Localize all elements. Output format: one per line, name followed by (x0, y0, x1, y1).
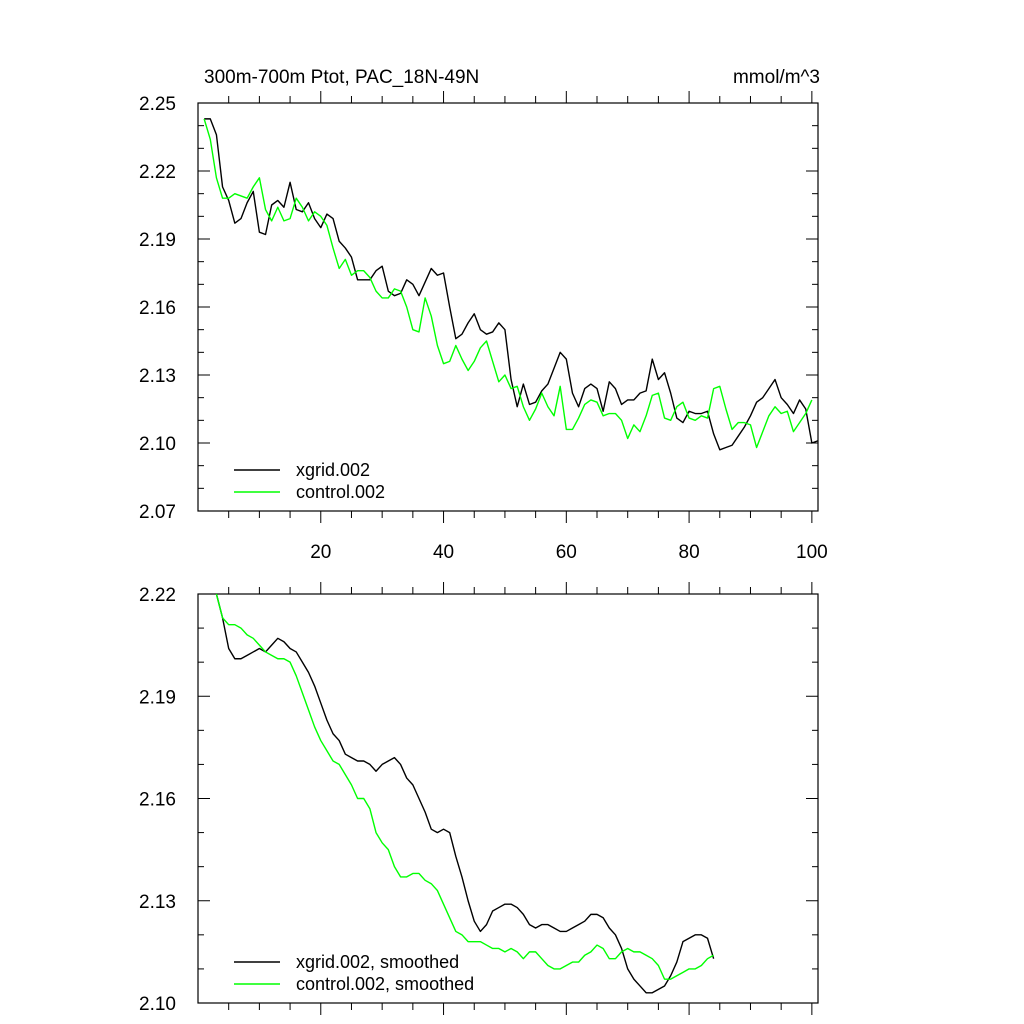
y-tick-label: 2.25 (139, 94, 176, 115)
chart-title: 300m-700m Ptot, PAC_18N-49N (204, 67, 479, 88)
y-tick-label: 2.16 (139, 298, 176, 319)
x-tick-label: 100 (796, 542, 828, 563)
y-tick-label: 2.22 (139, 162, 176, 183)
x-tick-label: 20 (310, 542, 331, 563)
units-label: mmol/m^3 (733, 67, 820, 88)
y-tick-label: 2.22 (139, 585, 176, 606)
y-tick-label: 2.13 (139, 366, 176, 387)
y-tick-label: 2.19 (139, 230, 176, 251)
legend-label: xgrid.002, smoothed (296, 952, 459, 972)
y-tick-label: 2.10 (139, 994, 176, 1015)
legend-label: control.002, smoothed (296, 974, 474, 994)
y-tick-label: 2.10 (139, 434, 176, 455)
plot-frame (197, 593, 819, 1004)
series-line-control-002 (203, 118, 813, 449)
y-tick-label: 2.13 (139, 892, 176, 913)
y-tick-label: 2.16 (139, 790, 176, 811)
legend-label: control.002 (296, 482, 385, 502)
x-tick-label: 80 (679, 542, 700, 563)
legend-label: xgrid.002 (296, 460, 370, 480)
y-tick-label: 2.07 (139, 502, 176, 523)
series-line-xgrid-002-smoothed (215, 593, 715, 994)
plot-frame (197, 102, 819, 512)
series-line-xgrid-002 (204, 118, 819, 451)
y-tick-label: 2.19 (139, 687, 176, 708)
chart-panel-2: 2.10 2.13 2.16 2.19 2.22 xgrid.002, smoothedc… (139, 582, 819, 1015)
x-tick-label: 40 (433, 542, 454, 563)
x-tick-label: 60 (556, 542, 577, 563)
chart-panel-1: 300m-700m Ptot, PAC_18N-49N mmol/m^3 2.07 2… (139, 67, 828, 563)
series-line-control-002-smoothed (215, 593, 714, 980)
